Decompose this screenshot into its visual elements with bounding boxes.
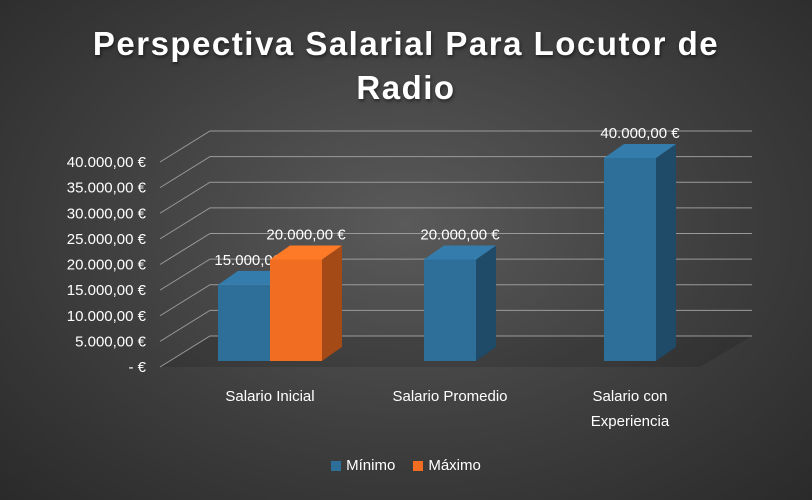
y-tick-label: - €: [128, 359, 146, 376]
bar-front: [270, 259, 322, 361]
bar-top: [424, 245, 496, 260]
bar-side: [322, 245, 342, 361]
legend: Mínimo Máximo: [0, 457, 812, 474]
bar-front: [604, 158, 656, 361]
legend-label-minimo: Mínimo: [346, 457, 396, 474]
gridline: [159, 156, 752, 189]
gridline: [159, 284, 752, 317]
x-category-label: Salario con: [592, 388, 667, 405]
gridline: [159, 130, 752, 163]
y-tick-label: 20.000,00 €: [67, 257, 147, 274]
legend-swatch-minimo: [331, 460, 342, 471]
y-tick-label: 35.000,00 €: [67, 180, 147, 197]
bar-front: [424, 259, 476, 361]
y-tick-label: 5.000,00 €: [75, 333, 147, 350]
bar-side: [656, 144, 676, 361]
y-tick-label: 25.000,00 €: [67, 231, 147, 248]
legend-label-maximo: Máximo: [428, 457, 481, 474]
data-label: 20.000,00 €: [266, 227, 346, 244]
gridline: [159, 181, 752, 214]
chart-title-line-2: Radio: [356, 69, 456, 106]
x-category-label: Salario Promedio: [392, 388, 507, 405]
x-category-label: Experiencia: [591, 413, 670, 430]
y-tick-label: 30.000,00 €: [67, 205, 147, 222]
y-tick-label: 15.000,00 €: [67, 282, 147, 299]
gridline: [159, 258, 752, 291]
y-tick-label: 10.000,00 €: [67, 308, 147, 325]
y-tick-label: 40.000,00 €: [67, 154, 147, 171]
chart-title-line-1: Perspectiva Salarial Para Locutor de: [92, 25, 720, 62]
gridline: [159, 207, 752, 240]
x-category-label: Salario Inicial: [225, 388, 314, 405]
legend-item-minimo: Mínimo: [331, 457, 395, 474]
gridline: [159, 335, 752, 368]
legend-swatch-maximo: [413, 460, 424, 471]
data-label: 20.000,00 €: [420, 227, 500, 244]
bar-top: [270, 245, 342, 260]
gridline: [159, 233, 752, 265]
chart-title: Perspectiva Salarial Para Locutor de Rad…: [0, 22, 812, 110]
gridline: [159, 309, 752, 342]
data-label: 40.000,00 €: [600, 125, 680, 142]
legend-item-maximo: Máximo: [413, 457, 481, 474]
bar-top: [604, 144, 676, 158]
bar-side: [476, 245, 496, 361]
bar-front: [218, 284, 270, 361]
